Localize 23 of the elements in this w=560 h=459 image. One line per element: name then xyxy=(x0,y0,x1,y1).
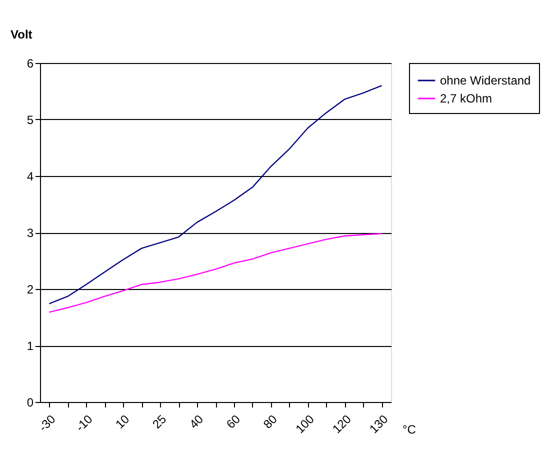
x-tick-label: 100 xyxy=(292,412,318,436)
x-tick-label: -10 xyxy=(73,412,96,434)
line-series xyxy=(48,85,382,304)
x-tick-label: 130 xyxy=(366,412,391,436)
y-tick-label: 6 xyxy=(26,56,34,70)
x-axis-title: °C xyxy=(402,422,416,436)
x-tick-label: 120 xyxy=(330,412,354,436)
line-series xyxy=(48,233,382,313)
x-tick-label: 60 xyxy=(224,412,244,432)
x-tick-label: 80 xyxy=(260,412,280,432)
y-tick-label: 4 xyxy=(26,170,34,184)
legend-label: 2,7 kOhm xyxy=(440,92,492,106)
y-tick-label: 3 xyxy=(26,226,34,240)
x-tick-label: 25 xyxy=(150,412,170,432)
y-tick-label: 5 xyxy=(26,113,34,127)
x-tick-label: 10 xyxy=(112,412,132,432)
y-axis-title: Volt xyxy=(10,28,32,42)
y-tick-label: 0 xyxy=(26,396,34,410)
y-tick-label: 2 xyxy=(26,282,34,296)
legend-label: ohne Widerstand xyxy=(440,74,531,88)
x-tick-label: 40 xyxy=(186,412,206,432)
y-tick-label: 1 xyxy=(26,339,34,353)
x-tick-label: -30 xyxy=(36,412,58,434)
